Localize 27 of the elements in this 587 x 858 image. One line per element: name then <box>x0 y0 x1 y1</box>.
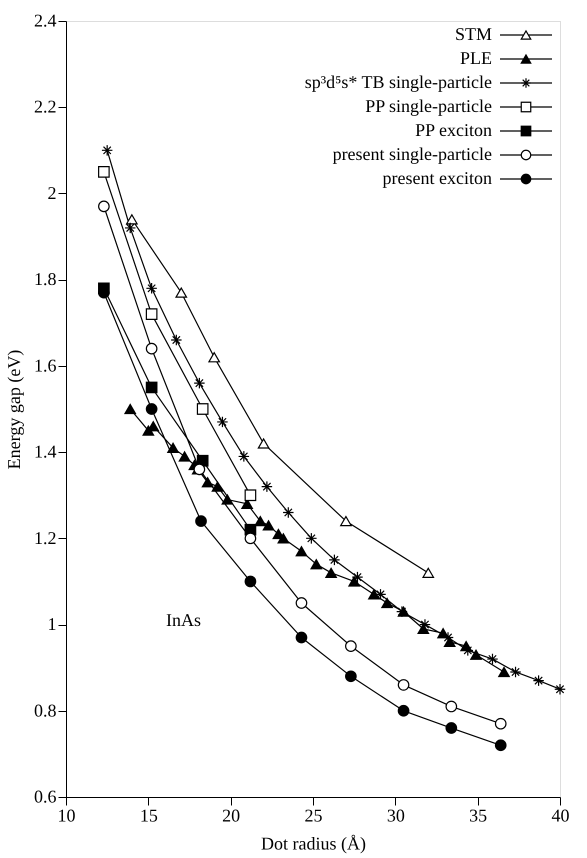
x-tick-label: 25 <box>304 806 322 826</box>
legend-label: PP single-particle <box>365 96 492 116</box>
legend-label: STM <box>454 24 492 44</box>
x-tick-label: 15 <box>140 806 158 826</box>
legend-label: present single-particle <box>332 144 492 164</box>
y-tick-label: 0.6 <box>34 786 56 806</box>
legend-label: sp³d⁵s* TB single-particle <box>304 72 492 92</box>
y-tick-label: 1 <box>48 614 56 634</box>
y-tick-label: 1.8 <box>34 269 56 290</box>
x-tick-label: 35 <box>469 806 488 826</box>
y-tick-label: 2.4 <box>34 10 56 30</box>
y-axis-title: Energy gap (eV) <box>4 350 24 470</box>
y-tick-label: 2 <box>48 182 56 203</box>
y-tick-label: 1.6 <box>34 355 56 376</box>
x-tick-label: 20 <box>222 806 240 826</box>
legend-label: present exciton <box>382 168 492 188</box>
y-tick-label: 1.2 <box>34 528 56 548</box>
x-tick-label: 10 <box>58 806 76 826</box>
y-tick-label: 0.8 <box>34 700 56 720</box>
annotation: InAs <box>166 610 201 630</box>
y-tick-label: 1.4 <box>34 442 56 462</box>
x-tick-label: 30 <box>386 806 405 826</box>
legend-label: PP exciton <box>415 120 492 140</box>
x-tick-label: 40 <box>552 806 570 826</box>
y-tick-label: 2.2 <box>34 96 56 117</box>
x-axis-title: Dot radius (Å) <box>261 834 366 854</box>
legend-label: PLE <box>460 48 492 68</box>
